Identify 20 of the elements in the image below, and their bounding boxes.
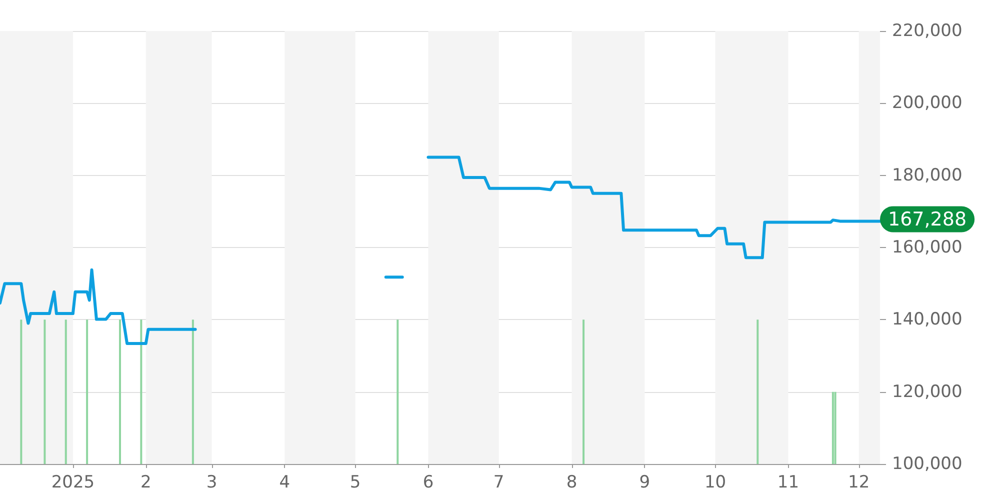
y-tick-label: 220,000 [892,21,962,41]
y-tick-label: 120,000 [892,382,962,402]
y-tick-label: 140,000 [892,310,962,330]
x-tick-label: 12 [848,472,870,492]
x-tick-label: 4 [279,472,290,492]
x-tick-label: 10 [704,472,726,492]
x-tick-label: 9 [639,472,650,492]
x-tick-label: 2 [140,472,152,492]
x-tick-label: 8 [566,472,578,492]
x-tick-label: 7 [493,472,504,492]
y-tick-label: 100,000 [892,454,962,474]
x-tick-label: 2025 [51,472,95,492]
x-tick-label: 3 [206,472,218,492]
y-tick-label: 160,000 [892,238,962,258]
y-tick-label: 180,000 [892,165,962,186]
y-tick-label: 200,000 [892,93,962,114]
x-tick-label: 5 [350,472,361,492]
annotation: 167,288 [888,208,967,231]
x-tick-label: 11 [777,472,800,492]
x-tick-label: 6 [422,472,434,492]
